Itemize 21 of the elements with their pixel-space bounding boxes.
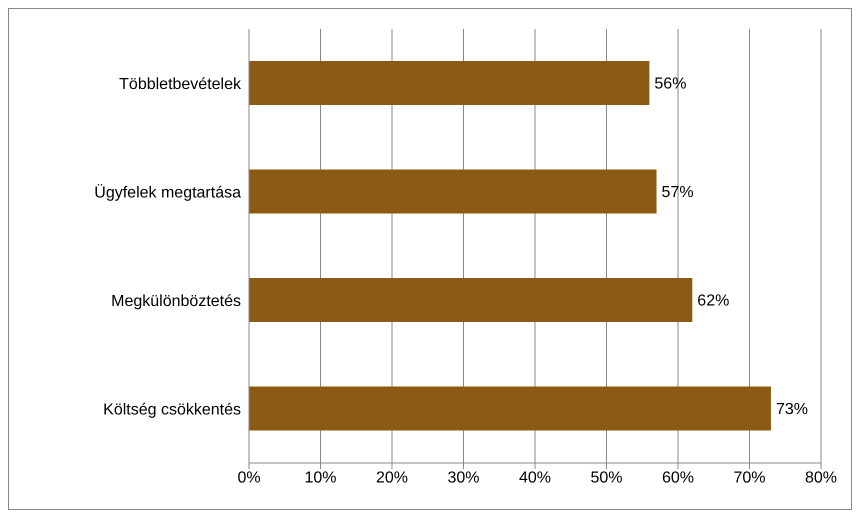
bar	[249, 278, 692, 322]
y-tick-label: Ügyfelek megtartása	[94, 183, 242, 202]
x-tick-label: 10%	[304, 469, 337, 486]
x-tick-label: 20%	[376, 469, 408, 486]
x-tick-label: 50%	[590, 469, 623, 486]
bar	[249, 170, 657, 214]
x-tick-label: 70%	[733, 469, 766, 486]
y-tick-label: Költség csökkentés	[103, 401, 241, 418]
y-tick-label: Többletbevételek	[119, 76, 242, 93]
x-tick-label: 30%	[447, 469, 480, 486]
data-label: 62%	[697, 292, 730, 310]
x-tick-label: 40%	[518, 469, 552, 486]
bar	[249, 61, 650, 105]
x-tick-label: 80%	[804, 469, 838, 486]
data-label: 73%	[776, 401, 808, 418]
x-tick-label: 60%	[662, 469, 694, 486]
bar	[249, 386, 771, 430]
data-label: 57%	[662, 184, 694, 202]
data-label: 56%	[654, 76, 686, 93]
x-tick-label: 0%	[237, 469, 261, 486]
y-tick-label: Megkülönböztetés	[111, 292, 241, 310]
